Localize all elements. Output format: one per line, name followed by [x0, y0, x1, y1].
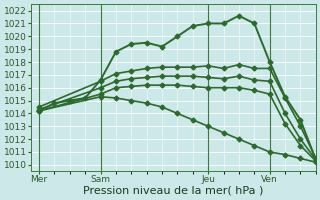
X-axis label: Pression niveau de la mer( hPa ): Pression niveau de la mer( hPa ) [84, 186, 264, 196]
